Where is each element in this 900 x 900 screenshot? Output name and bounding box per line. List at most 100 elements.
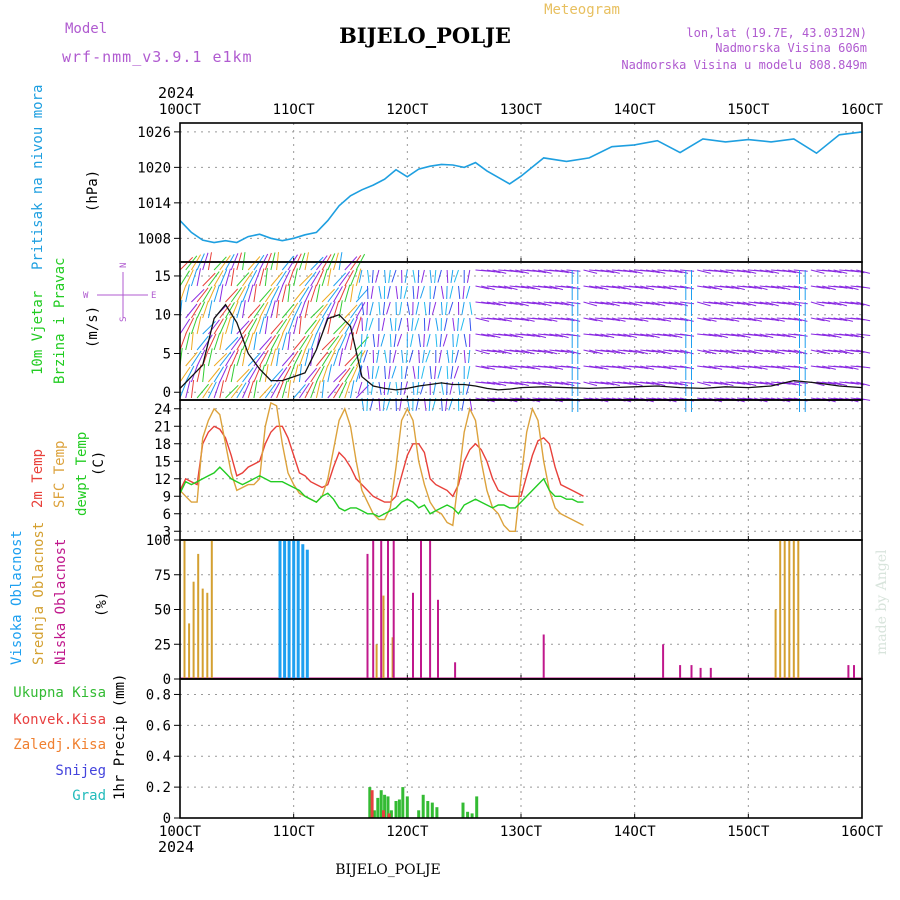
wind-barb [350,365,359,383]
wind-barb [264,349,273,367]
y-tick-label: 0 [163,811,171,827]
wind-barb [427,317,431,331]
wind-barb [443,317,448,331]
wind-barb [668,269,683,274]
wind-barb [344,380,351,399]
temp-2m-line [179,425,584,503]
wind-barb [759,301,774,306]
wind-barb [270,333,280,351]
wind-barb [315,284,321,303]
precip-total-bar [435,807,439,818]
wind-barb [404,269,408,283]
wind-barb [236,320,250,335]
wind-barb [714,381,729,386]
wind-barb [321,336,336,351]
x-tick-label-top: 12OCT [386,102,429,118]
wind-barb [645,333,660,339]
cloud-label-high: Visoka Oblacnost [9,530,25,665]
wind-barb [213,284,220,303]
wind-barb [583,317,598,322]
wind-barb [439,333,442,347]
wind-barb [451,349,454,364]
wind-barb [380,333,386,347]
wind-barb [213,380,221,399]
wind-barb [532,349,547,353]
wind-barb [196,287,209,303]
wind-barb [259,350,269,367]
wind-barb [657,317,672,322]
pressure-title: Pritisak na nivou mora [30,85,46,270]
x-tick-label-top: 13OCT [500,102,543,118]
wind-barb [219,365,228,383]
wind-barb [725,365,740,370]
wind-barb [361,301,365,315]
wind-barb [481,365,495,370]
wind-barb [253,303,265,319]
precip-total-bar [394,801,398,818]
wind-barb [454,349,459,363]
wind-barb [355,268,362,287]
wind-barb [827,269,842,274]
wind-barb [242,252,246,271]
wind-barb [583,285,598,289]
wind-barb [412,365,416,379]
wind-barb [406,317,409,332]
wind-barb [810,349,825,354]
wind-barb [387,285,391,299]
wind-barb [515,381,529,387]
wind-barb [515,301,529,307]
wind-barb [475,333,490,337]
wind-barb [242,271,254,287]
wind-barb [327,364,332,383]
wind-barb [839,317,854,322]
wind-barb [460,317,465,331]
wind-barb [702,365,717,370]
wind-barb [247,284,254,303]
wind-barb [503,381,518,385]
panel-frame [179,261,863,401]
wind-barb [719,317,734,322]
wind-barb [839,333,854,337]
wind-barb [304,285,314,303]
precip-label-snow: Snijeg [55,763,106,779]
wind-barb [437,269,442,283]
wind-barb [386,301,391,315]
wind-barb [515,317,530,322]
y-tick-label: 75 [154,568,171,584]
cloud-low-bar [366,553,369,679]
wind-barb [191,288,205,303]
wind-barb [225,364,232,383]
wind-barb [555,269,569,274]
pressure-panel: 1008 1014 1020 1026 [137,122,863,263]
wind-barb [515,285,530,289]
wind-barb [640,365,655,370]
wind-barb [225,268,231,287]
wind-barb [856,381,870,387]
wind-barb [440,381,444,395]
wind-barb [270,300,276,319]
wind-barb [833,381,848,387]
wind-barb [338,367,351,383]
wind-barb [190,380,195,399]
wind-barb [298,348,306,367]
wind-barb [520,333,535,337]
cloud-mid-bar [391,637,394,679]
wind-barb [466,365,471,379]
wind-barb [736,269,751,274]
wind-barb [185,351,198,367]
cloud-high-bar [283,540,287,679]
wind-barb [264,364,269,383]
wind-barb [526,285,541,291]
wind-barb [242,348,247,367]
wind-barb [304,300,310,319]
wind-barb [391,365,397,379]
wind-barb [202,334,213,351]
wind-barb [400,285,403,300]
wind-barb [321,380,325,399]
elevation-label: Nadmorska Visina 606m [715,41,867,55]
wind-barb [219,332,224,351]
wind-barb [247,352,261,367]
wind-barb [765,349,780,354]
wind-barb [440,285,444,299]
